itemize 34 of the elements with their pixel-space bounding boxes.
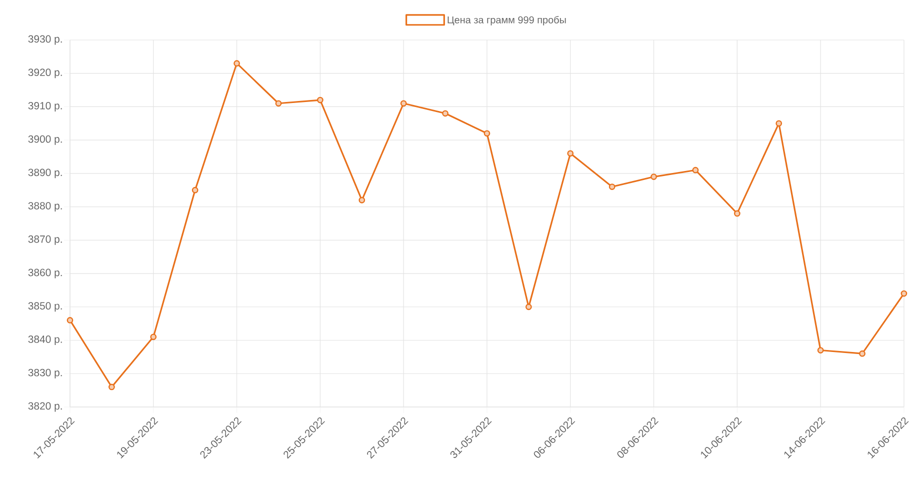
point [108, 384, 115, 390]
point [817, 347, 824, 354]
point [400, 100, 407, 107]
y-tick-label: 3920 р. [28, 68, 62, 78]
y-tick-label: 3870 р. [28, 235, 62, 245]
point [900, 290, 908, 297]
point [650, 174, 657, 180]
legend-label: Цена за грамм 999 пробы [448, 16, 566, 26]
y-tick-label: 3860 р. [28, 268, 62, 278]
point [66, 317, 74, 324]
y-tick-label: 3850 р. [28, 302, 62, 312]
y-tick-label: 3880 р. [28, 202, 62, 212]
y-tick-label: 3840 р. [28, 336, 62, 346]
point [192, 186, 198, 194]
point [776, 120, 782, 127]
y-tick-label: 3910 р. [28, 102, 62, 112]
point [234, 60, 240, 67]
y-tick-label: 3890 р. [28, 168, 62, 178]
y-tick-label: 3900 р. [28, 135, 62, 145]
point [316, 96, 324, 104]
point [608, 184, 616, 190]
point [484, 130, 490, 137]
point [275, 100, 282, 107]
point [358, 196, 366, 204]
point [567, 150, 574, 157]
y-tick-label: 3930 р. [28, 35, 62, 45]
point [859, 350, 866, 357]
point [442, 110, 448, 117]
point [692, 166, 699, 174]
y-tick-label: 3830 р. [28, 368, 62, 378]
y-tick-label: 3820 р. [28, 402, 62, 412]
point [734, 210, 740, 217]
point [525, 304, 532, 310]
point [150, 334, 157, 340]
